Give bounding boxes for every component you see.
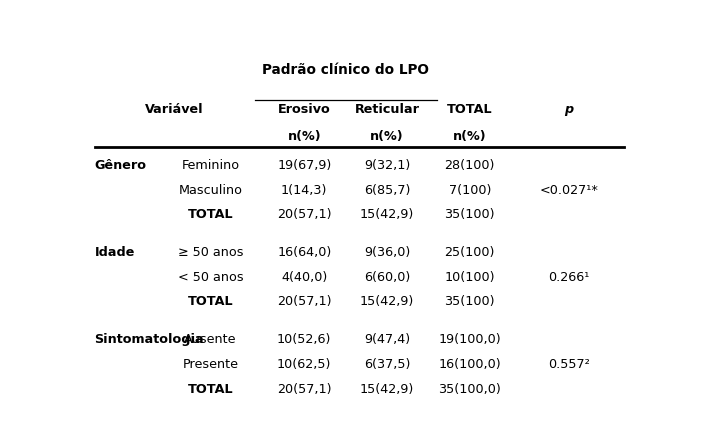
- Text: 19(100,0): 19(100,0): [439, 333, 501, 347]
- Text: p: p: [565, 103, 574, 116]
- Text: 16(100,0): 16(100,0): [439, 358, 501, 371]
- Text: 35(100,0): 35(100,0): [439, 383, 501, 395]
- Text: Masculino: Masculino: [179, 184, 242, 197]
- Text: 6(37,5): 6(37,5): [364, 358, 410, 371]
- Text: Presente: Presente: [182, 358, 239, 371]
- Text: 15(42,9): 15(42,9): [360, 208, 414, 221]
- Text: n(%): n(%): [370, 130, 404, 143]
- Text: Padrão clínico do LPO: Padrão clínico do LPO: [262, 62, 429, 76]
- Text: Idade: Idade: [95, 246, 135, 259]
- Text: 0.266¹: 0.266¹: [548, 271, 590, 284]
- Text: 20(57,1): 20(57,1): [277, 383, 332, 395]
- Text: Feminino: Feminino: [182, 159, 239, 172]
- Text: 20(57,1): 20(57,1): [277, 295, 332, 309]
- Text: Ausente: Ausente: [184, 333, 236, 347]
- Text: 1(14,3): 1(14,3): [281, 184, 328, 197]
- Text: TOTAL: TOTAL: [187, 295, 234, 309]
- Text: 6(60,0): 6(60,0): [364, 271, 410, 284]
- Text: 9(32,1): 9(32,1): [364, 159, 410, 172]
- Text: n(%): n(%): [453, 130, 486, 143]
- Text: Erosivo: Erosivo: [278, 103, 330, 116]
- Text: 7(100): 7(100): [449, 184, 491, 197]
- Text: < 50 anos: < 50 anos: [177, 271, 244, 284]
- Text: <0.027¹*: <0.027¹*: [540, 184, 599, 197]
- Text: 35(100): 35(100): [444, 208, 495, 221]
- Text: 9(36,0): 9(36,0): [364, 246, 410, 259]
- Text: 15(42,9): 15(42,9): [360, 295, 414, 309]
- Text: 16(64,0): 16(64,0): [277, 246, 331, 259]
- Text: Sintomatologia: Sintomatologia: [95, 333, 204, 347]
- Text: 9(47,4): 9(47,4): [364, 333, 410, 347]
- Text: 28(100): 28(100): [444, 159, 495, 172]
- Text: 25(100): 25(100): [444, 246, 495, 259]
- Text: Gênero: Gênero: [95, 159, 147, 172]
- Text: 15(42,9): 15(42,9): [360, 383, 414, 395]
- Text: 0.557²: 0.557²: [548, 358, 590, 371]
- Text: 10(52,6): 10(52,6): [277, 333, 331, 347]
- Text: ≥ 50 anos: ≥ 50 anos: [178, 246, 243, 259]
- Text: 6(85,7): 6(85,7): [364, 184, 410, 197]
- Text: TOTAL: TOTAL: [447, 103, 493, 116]
- Text: 35(100): 35(100): [444, 295, 495, 309]
- Text: 19(67,9): 19(67,9): [277, 159, 331, 172]
- Text: 20(57,1): 20(57,1): [277, 208, 332, 221]
- Text: TOTAL: TOTAL: [187, 383, 234, 395]
- Text: n(%): n(%): [288, 130, 321, 143]
- Text: TOTAL: TOTAL: [187, 208, 234, 221]
- Text: Variável: Variável: [145, 103, 204, 116]
- Text: Reticular: Reticular: [355, 103, 419, 116]
- Text: 10(62,5): 10(62,5): [277, 358, 331, 371]
- Text: 4(40,0): 4(40,0): [281, 271, 328, 284]
- Text: 10(100): 10(100): [444, 271, 495, 284]
